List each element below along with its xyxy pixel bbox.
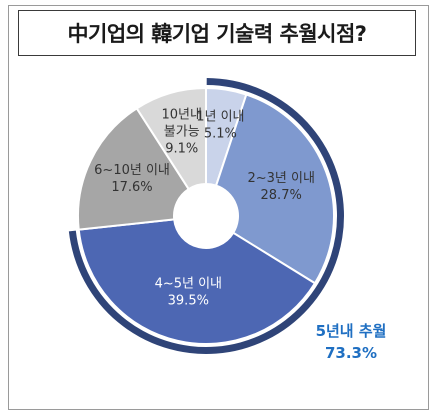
pie-slice (77, 218, 317, 345)
value-label: 39.5% (168, 294, 209, 309)
value-label: 5.1% (204, 127, 237, 142)
callout-label: 5년내 추월 (316, 322, 387, 340)
value-label: 28.7% (261, 188, 302, 203)
value-label: 9.1% (165, 141, 198, 156)
pie-slice (135, 86, 207, 191)
category-label: 1년 이내 (196, 110, 244, 125)
value-label: 17.6% (111, 180, 152, 195)
pie-slice (214, 93, 335, 285)
chart-title: 中기업의 韓기업 기술력 추월시점? (67, 22, 367, 46)
pie-slice (77, 106, 191, 231)
callout-value: 73.3% (325, 344, 377, 362)
category-label: 6~10년 이내 (94, 163, 170, 178)
chart-title-box: 中기업의 韓기업 기술력 추월시점? (18, 10, 416, 56)
category-label: 4~5년 이내 (155, 277, 222, 292)
category-label: 10년내 불가능 (162, 107, 202, 139)
category-label: 2~3년 이내 (247, 171, 314, 186)
